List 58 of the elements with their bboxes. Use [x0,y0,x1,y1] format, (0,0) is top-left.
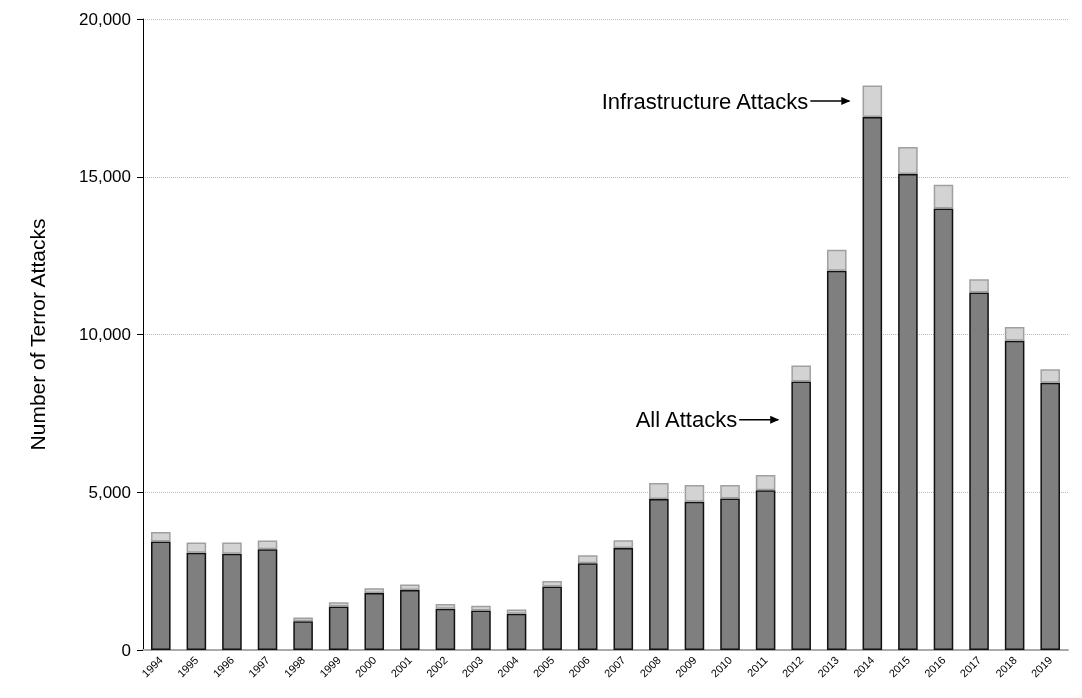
bar [898,173,918,650]
bar [826,270,847,650]
y-tick-label: 20,000 [79,9,131,29]
bar [364,592,385,650]
bar [186,542,207,553]
bar [684,484,705,502]
bar [222,542,242,554]
bar [400,590,420,650]
bar [506,609,527,614]
bar [933,208,954,650]
bar [542,586,562,650]
annotation: Infrastructure Attacks [601,88,809,114]
annotation: All Attacks [635,407,738,433]
bar [435,603,456,609]
bar [969,279,989,293]
bar [257,549,278,650]
y-tick-label: 5,000 [88,482,131,502]
bar [151,541,171,650]
bar [1040,369,1060,383]
bar [862,85,883,118]
bar [613,540,634,549]
bar [542,580,562,587]
bar [791,381,811,650]
bar [364,588,385,593]
bar [186,552,207,650]
bar [471,610,491,650]
y-tick-label: 15,000 [79,167,131,187]
bar [506,613,527,650]
y-tick-label: 10,000 [79,325,131,344]
bar [577,555,598,564]
bar [933,184,954,209]
bar [720,484,740,499]
bar [684,501,705,650]
bar [613,548,634,650]
bar [969,292,989,650]
bar [755,490,776,650]
bar [826,249,847,271]
bar [1040,382,1060,650]
bar [755,474,776,491]
bar [1004,340,1025,650]
bar [400,584,420,591]
bar [649,498,669,650]
bar [862,117,883,650]
bar [293,621,313,650]
bar [720,498,740,650]
bar [649,483,669,499]
bar [151,532,171,542]
bar [328,606,349,650]
bar [577,563,598,650]
y-tick-label: 0 [121,640,131,660]
bar [1004,326,1025,341]
bar [898,147,918,174]
bar [791,365,811,382]
y-axis-title: Number of Terror Attacks [26,218,49,451]
bar [328,602,349,607]
bar [471,605,491,611]
bar [222,553,242,650]
bar [435,608,456,650]
